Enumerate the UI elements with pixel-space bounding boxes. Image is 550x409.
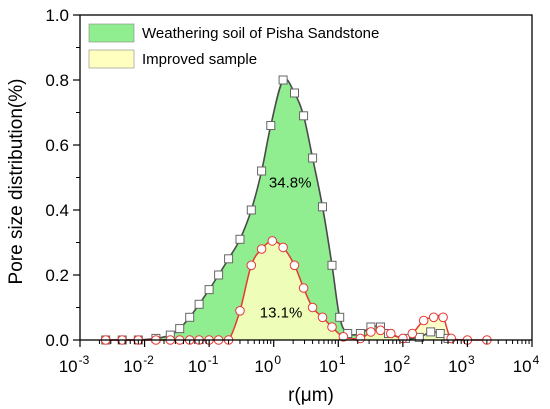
x-tick-exponent: 1 (339, 353, 346, 367)
series-1-point-16 (290, 88, 299, 98)
series-2-point-30 (438, 312, 448, 323)
series-2-point-28 (418, 315, 429, 326)
x-tick-label: 10-2 (123, 353, 154, 376)
series-2-point-27 (407, 328, 418, 339)
series-2-point-11 (235, 306, 245, 316)
x-tick-label: 10-1 (188, 353, 219, 376)
series-1-point-10 (224, 254, 234, 264)
legend: Weathering soil of Pisha Sandstone Improv… (88, 23, 379, 69)
annotation-2: 13.1% (260, 304, 303, 321)
x-tick-exponent: -1 (208, 353, 219, 367)
legend-swatch-2 (88, 49, 135, 69)
series-2-point-12 (246, 260, 257, 271)
x-axis-ticks: 10-3 10-2 10-1 100 101 102 103 104 (59, 340, 540, 376)
series-1-point-19 (318, 202, 327, 212)
series-2-point-20 (327, 322, 337, 332)
series-1-point-28 (414, 332, 424, 342)
series-area-2 (105, 240, 487, 340)
area-layer (105, 78, 487, 341)
series-2-point-16 (289, 260, 300, 271)
x-tick-exponent: 4 (533, 353, 540, 367)
y-tick-label: 1.0 (45, 6, 69, 25)
series-2-point-13 (256, 244, 267, 254)
x-tick-label: 103 (448, 353, 475, 376)
series-1-point-29 (426, 327, 436, 337)
series-1-point-5 (175, 324, 185, 334)
series-1-point-15 (278, 75, 288, 85)
y-tick-label: 0.0 (45, 331, 69, 350)
x-tick-exponent: 3 (468, 353, 475, 367)
series-2-point-17 (298, 283, 309, 293)
series-1-point-18 (308, 153, 318, 163)
series-1-point-20 (327, 260, 337, 270)
series-1-point-21 (335, 312, 345, 322)
legend-label-2: Improved sample (142, 51, 257, 68)
x-tick-exponent: -3 (79, 353, 90, 367)
series-2-point-18 (307, 302, 318, 313)
y-tick-label: 0.6 (45, 136, 69, 155)
legend-swatch-1 (88, 23, 135, 43)
series-2-point-24 (375, 325, 386, 336)
x-tick-exponent: -2 (143, 353, 154, 367)
series-1-point-7 (194, 299, 204, 309)
x-tick-label: 102 (384, 353, 411, 376)
y-tick-label: 0.8 (45, 71, 69, 90)
series-1-point-8 (204, 285, 214, 295)
series-1-point-17 (299, 111, 309, 121)
series-2-point-14 (267, 236, 278, 246)
x-tick-label: 100 (254, 353, 281, 376)
series-1-point-6 (185, 312, 195, 322)
series-2-point-29 (428, 312, 439, 323)
annotations: 34.8% 13.1% (260, 174, 312, 321)
annotation-1: 34.8% (269, 174, 312, 191)
x-tick-label: 101 (319, 353, 346, 376)
series-2-point-15 (278, 242, 288, 253)
series-1-point-13 (257, 166, 267, 176)
x-tick-exponent: 2 (403, 353, 410, 367)
series-1-point-9 (214, 270, 224, 280)
y-tick-label: 0.4 (45, 201, 69, 220)
legend-label-1: Weathering soil of Pisha Sandstone (142, 25, 379, 42)
series-1-point-30 (435, 329, 445, 338)
series-area-1 (105, 78, 448, 341)
series-1-point-14 (266, 121, 276, 130)
series-1-point-12 (246, 205, 256, 215)
series-2-point-21 (338, 332, 349, 342)
series-1-point-11 (235, 234, 245, 244)
x-tick-label: 10-3 (59, 353, 90, 376)
x-axis-label: r(μm) (288, 385, 334, 406)
x-tick-label: 104 (513, 353, 540, 376)
series-2-point-19 (317, 312, 328, 323)
y-axis-ticks: 0.0 0.2 0.4 0.6 0.8 1.0 (45, 6, 80, 350)
series-2-point-25 (386, 328, 396, 339)
series-2-point-23 (366, 327, 376, 337)
y-axis-label: Pore size distribution(%) (6, 79, 27, 285)
y-tick-label: 0.2 (45, 266, 69, 285)
x-tick-exponent: 0 (274, 353, 281, 367)
